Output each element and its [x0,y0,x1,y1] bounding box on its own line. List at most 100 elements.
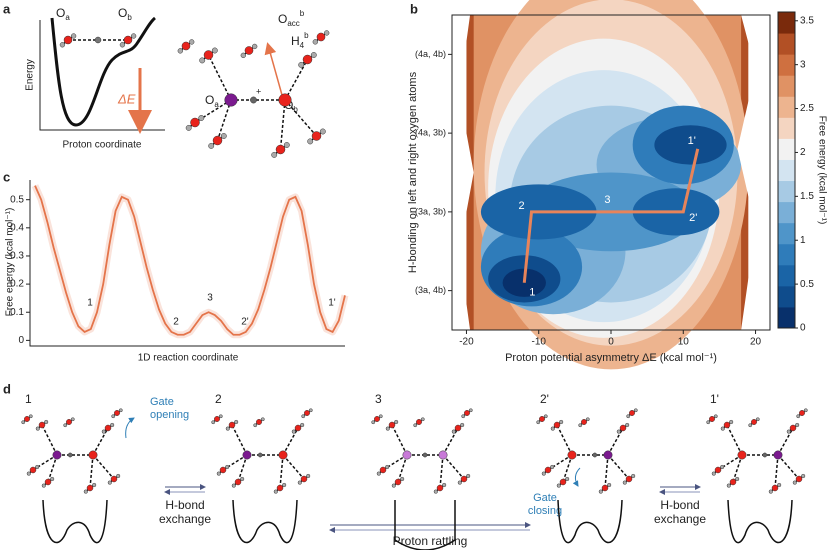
atom [70,33,77,39]
atom [110,475,118,483]
atom [771,484,779,492]
atom [792,480,797,485]
atom [234,478,242,486]
state-label: 3 [375,392,382,406]
y-tick-label: (4a, 4b) [415,49,446,59]
atom [795,422,800,428]
panel-label: c [3,169,10,184]
colorbar-tick-label: 0.5 [800,279,814,290]
bond [726,424,743,456]
y-tick-label: 0.5 [10,194,24,205]
atom [220,133,227,139]
y-tick-label: 0.4 [10,222,24,233]
x-tick-label: -10 [532,337,547,348]
atom [244,46,254,55]
atom [713,414,718,419]
atom [119,42,126,48]
atom [625,475,633,483]
atom [556,483,561,488]
panel-label: d [3,381,11,396]
atom [94,36,102,44]
atom [104,424,112,432]
atom [188,39,195,45]
atom-label: Oa [205,93,219,109]
atom [803,408,808,413]
atom [422,452,428,458]
atom [323,30,330,36]
atom [211,420,216,425]
state-label: 2' [540,392,549,406]
potential-well [232,499,298,544]
atom [709,416,715,422]
energy-curve [50,16,157,127]
atom [301,414,306,419]
atom [714,466,722,474]
annotation: 1 [87,298,93,309]
bond [439,454,444,489]
atom [41,483,46,488]
atom [777,482,782,488]
colorbar-band [778,96,795,118]
y-axis-label: Free energy (kcal mol⁻¹) [5,208,16,317]
atom [711,471,716,476]
atom [63,35,73,45]
atom [539,416,545,422]
atom-label: H4b [291,31,309,50]
atom [302,54,313,65]
x-tick-label: 20 [750,337,762,348]
atom [598,489,603,494]
atom [24,416,30,422]
atom [607,482,612,488]
atom [185,124,192,131]
atom [273,489,278,494]
contour-level [654,125,727,165]
path-label: 1' [688,135,696,147]
colorbar-band [778,264,795,287]
atom [212,135,223,146]
path-label: 3 [604,194,610,206]
colorbar-tick-label: 2 [800,147,806,158]
atom [306,473,311,479]
atom [737,450,747,460]
bond [279,99,286,150]
gate-label: opening [150,409,189,421]
atom [748,423,753,428]
atom-label: Oaccb [278,9,305,28]
bond [777,454,800,480]
atom [240,52,247,59]
atom [544,466,552,474]
colorbar-band [778,33,795,55]
axes [39,20,165,131]
atom [92,482,97,488]
atom [413,423,418,428]
y-tick-label: (3a, 3b) [415,206,446,216]
y-tick-label: (4a, 3b) [415,128,446,138]
atom [107,480,112,485]
error-band [31,184,349,339]
atom [438,450,448,460]
y-tick-label: (3a, 4b) [415,285,446,295]
atom [276,484,284,492]
atom [402,450,412,460]
atom [63,423,68,428]
atom [543,414,548,419]
atom [199,57,206,64]
annotation: 2' [241,317,249,328]
line [34,185,346,336]
atom [312,39,319,45]
panel-label: a [3,1,11,16]
atom-label: Ob [118,6,132,22]
atom [38,421,46,429]
atom [250,96,257,104]
atom [253,423,258,428]
atom-label: Oa [56,6,70,22]
atom [565,476,570,482]
atom [420,417,425,422]
outside-region [737,15,770,330]
y-tick-label: 0.2 [10,279,24,290]
atom [308,408,313,413]
colorbar-band [778,222,795,245]
atom [706,420,711,425]
annotation: 3 [207,293,213,304]
atom [214,416,220,422]
